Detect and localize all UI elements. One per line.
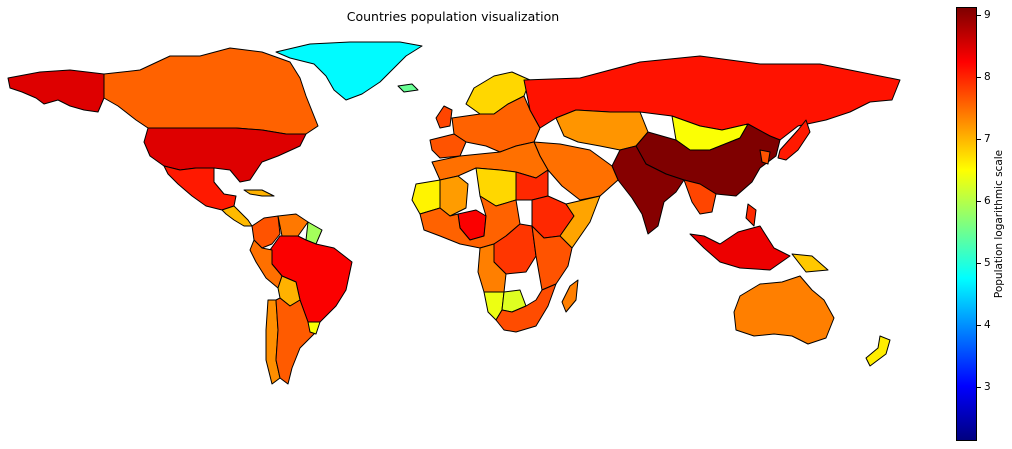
colorbar (956, 7, 977, 441)
region-southeast-asia (683, 179, 717, 215)
region-central-africa (419, 195, 521, 249)
region-angola (477, 243, 507, 293)
region-canada (103, 47, 319, 135)
colorbar-tick-4: 4 (977, 319, 991, 331)
region-madagascar (561, 279, 579, 313)
colorbar-tick-3: 3 (977, 381, 991, 393)
region-argentina (275, 297, 317, 385)
region-uk (435, 105, 453, 129)
region-alaska (7, 69, 105, 113)
region-philippines (745, 203, 757, 227)
region-venezuela (277, 213, 309, 237)
region-cuba (243, 189, 275, 197)
region-mexico (163, 165, 237, 211)
world-map (7, 41, 901, 385)
region-greenland (275, 41, 423, 101)
colorbar-tick-9: 9 (977, 9, 991, 21)
colorbar-tick-5: 5 (977, 257, 991, 269)
region-indonesia (689, 225, 791, 271)
region-uruguay (307, 321, 321, 335)
region-papua-new-guinea (791, 253, 829, 273)
colorbar-tick-6: 6 (977, 195, 991, 207)
region-india (611, 145, 685, 235)
region-europe (451, 95, 541, 153)
map-title: Countries population visualization (346, 9, 560, 24)
region-kazakhstan (555, 109, 649, 151)
region-korea (759, 149, 771, 165)
region-east-africa (531, 225, 573, 291)
region-south-africa (495, 283, 557, 333)
colorbar-tick-7: 7 (977, 133, 991, 145)
region-central-america (221, 205, 253, 227)
region-new-zealand (865, 335, 891, 367)
region-iceland (397, 83, 419, 93)
region-japan (777, 119, 811, 161)
region-australia (733, 275, 835, 345)
colorbar-tick-8: 8 (977, 71, 991, 83)
region-mali (439, 175, 469, 217)
colorbar-label: Population logarithmic scale (993, 149, 1005, 299)
